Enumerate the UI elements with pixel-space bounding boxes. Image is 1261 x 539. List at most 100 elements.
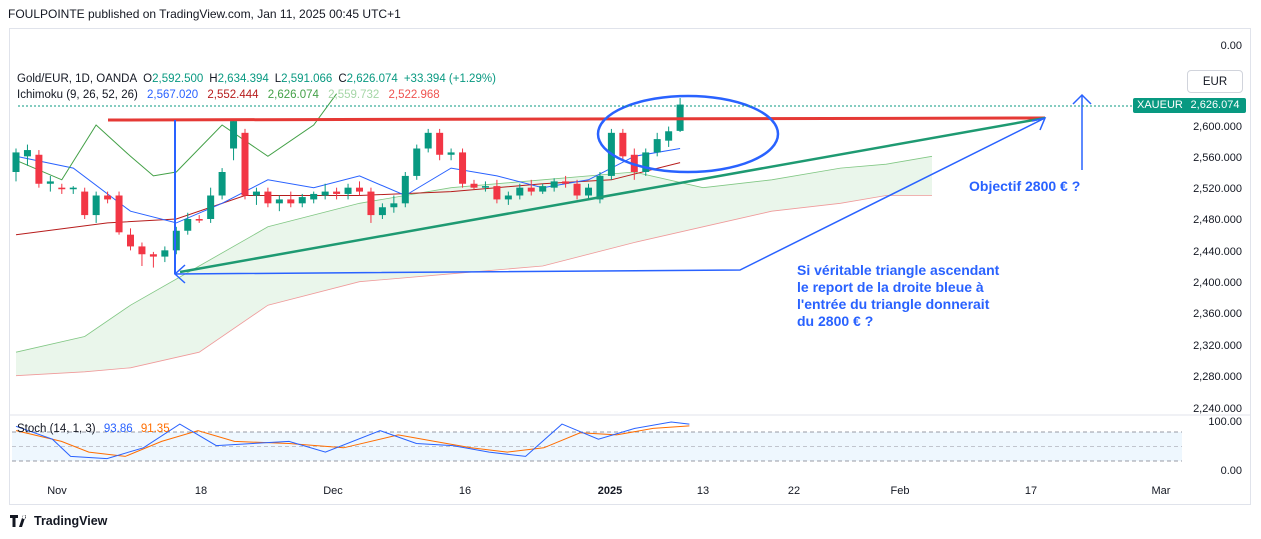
price-tick-label: 2,520.000 <box>1193 183 1242 195</box>
chikou-line <box>15 93 338 181</box>
time-tick-label: 22 <box>788 485 800 497</box>
candle-body <box>367 191 375 216</box>
candle-body <box>310 193 318 200</box>
candle <box>46 175 54 192</box>
candle <box>333 187 341 200</box>
time-tick-label: Mar <box>1152 485 1171 497</box>
price-tick-label: 2,400.000 <box>1193 277 1242 289</box>
candle-body <box>447 152 455 155</box>
ascending-support-line[interactable] <box>179 116 1046 274</box>
candle-body <box>58 187 66 190</box>
candle <box>138 242 146 266</box>
candle <box>35 150 43 188</box>
close-value: 2,626.074 <box>346 73 398 85</box>
candle-body <box>127 234 134 247</box>
stoch-axis-label: 100.00 <box>1208 416 1242 428</box>
time-tick-label: 16 <box>459 485 471 497</box>
candle-body <box>527 187 535 192</box>
candle <box>539 183 547 194</box>
candle <box>367 187 375 223</box>
change-value: +33.394 (+1.29%) <box>403 73 496 85</box>
time-axis: Nov 18 Dec 16 2025 13 22 Feb 17 Mar <box>47 485 1171 497</box>
open-value: 2,592.500 <box>152 73 204 85</box>
time-tick-label: 2025 <box>598 485 622 497</box>
publish-header: FOULPOINTE published on TradingView.com,… <box>8 7 401 21</box>
candle <box>104 191 112 204</box>
objective-label: Objectif 2800 € ? <box>969 178 1080 194</box>
time-tick-label: Dec <box>323 485 343 497</box>
candle-body <box>207 195 215 219</box>
ichimoku-label[interactable]: Ichimoku (9, 26, 52, 26) <box>17 89 138 101</box>
candle <box>619 128 627 161</box>
candle-body <box>642 152 650 172</box>
candle-body <box>264 191 272 204</box>
candle-body <box>252 191 260 196</box>
candle <box>504 191 512 205</box>
candle <box>378 203 386 219</box>
candle <box>562 175 570 188</box>
candle <box>195 215 203 223</box>
price-axis: 0.00 2,600.000 2,560.000 2,520.000 2,480.000… <box>1193 40 1242 415</box>
candle-body <box>161 250 169 257</box>
candle-body <box>390 203 398 208</box>
high-value: 2,634.394 <box>217 73 269 85</box>
report-arrow-head <box>1031 116 1047 131</box>
stoch-axis-label: 0.00 <box>1221 465 1242 477</box>
candle <box>264 187 272 208</box>
highlight-ellipse[interactable] <box>596 94 780 174</box>
candle-body <box>230 121 238 149</box>
time-tick-label: 18 <box>195 485 207 497</box>
candle-body <box>275 199 283 204</box>
candle <box>527 179 535 196</box>
low-value: 2,591.066 <box>281 73 333 85</box>
candle-body <box>69 187 77 190</box>
stoch-panel: 100.00 0.00 <box>10 414 1250 477</box>
resistance-line[interactable] <box>107 116 1046 122</box>
candle <box>184 212 192 235</box>
candle-body <box>287 199 295 204</box>
stoch-label[interactable]: Stoch (14, 1, 3) <box>17 423 96 435</box>
report-arrow-line[interactable] <box>174 117 1046 275</box>
candle <box>241 128 249 200</box>
candle <box>665 126 673 147</box>
candle <box>481 181 489 192</box>
time-tick-label: 17 <box>1025 485 1037 497</box>
tradingview-logo[interactable]: TradingView <box>10 514 107 528</box>
candle <box>23 144 31 166</box>
candle-body <box>333 191 341 194</box>
currency-button[interactable]: EUR <box>1187 70 1243 93</box>
kijun-value: 2,552.444 <box>207 89 259 101</box>
candle <box>516 183 524 200</box>
candle-body <box>493 186 501 200</box>
candle <box>161 246 169 263</box>
candle <box>344 183 352 200</box>
candle <box>436 128 444 161</box>
symbol-label[interactable]: Gold/EUR, 1D, OANDA <box>17 73 138 85</box>
candle <box>585 183 592 200</box>
candle-body <box>550 181 558 188</box>
candle <box>207 187 215 223</box>
stoch-d-line <box>15 425 690 457</box>
candle <box>413 144 421 180</box>
candle <box>127 228 134 251</box>
price-tick-label: 0.00 <box>1221 40 1242 52</box>
candle-body <box>424 132 432 149</box>
candle-body <box>12 152 20 172</box>
span-b-value: 2,522.968 <box>388 89 440 101</box>
candle <box>310 191 318 204</box>
candle <box>493 179 501 204</box>
candle-body <box>539 186 547 192</box>
ohlc-legend: Gold/EUR, 1D, OANDA O2,592.500 H2,634.394 L… <box>17 73 496 85</box>
candle <box>653 132 661 157</box>
triangle-note-4: du 2800 € ? <box>797 313 873 329</box>
candle <box>92 191 100 223</box>
triangle-note-2: le report de la droite bleue à <box>797 279 984 295</box>
price-tick-label: 2,360.000 <box>1193 308 1242 320</box>
candle-body <box>481 186 489 188</box>
stoch-d-value: 91.35 <box>140 423 170 435</box>
price-tick-label: 2,320.000 <box>1193 340 1242 352</box>
candle-body <box>378 207 386 216</box>
candle <box>550 178 558 192</box>
